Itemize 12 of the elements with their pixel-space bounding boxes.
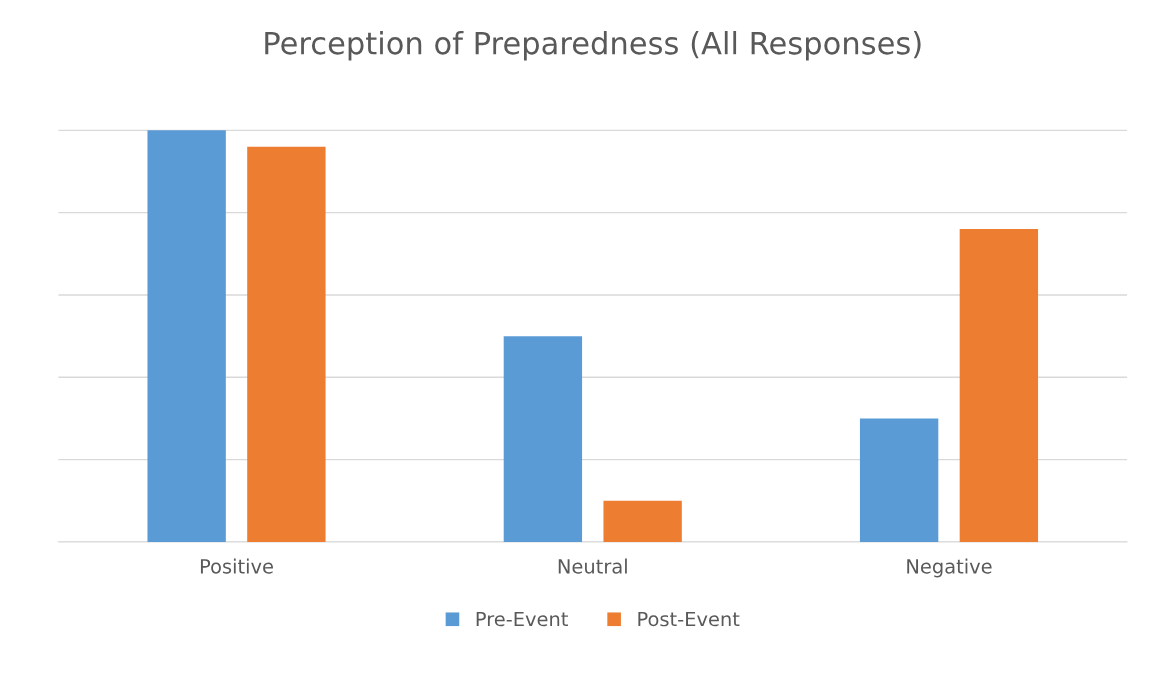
bar	[859, 418, 939, 542]
chart-title: Perception of Preparedness (All Responses)	[265, 30, 921, 61]
bar	[147, 130, 226, 542]
x-tick-label: Neutral	[558, 558, 627, 574]
bar	[247, 146, 326, 542]
bar	[503, 336, 583, 542]
legend-label: Pre-Event	[476, 611, 568, 627]
bar	[603, 500, 682, 542]
x-tick-label: Positive	[200, 558, 273, 574]
bar	[959, 229, 1039, 542]
x-tick-label: Negative	[907, 558, 992, 578]
legend-label: Post-Event	[638, 611, 740, 627]
